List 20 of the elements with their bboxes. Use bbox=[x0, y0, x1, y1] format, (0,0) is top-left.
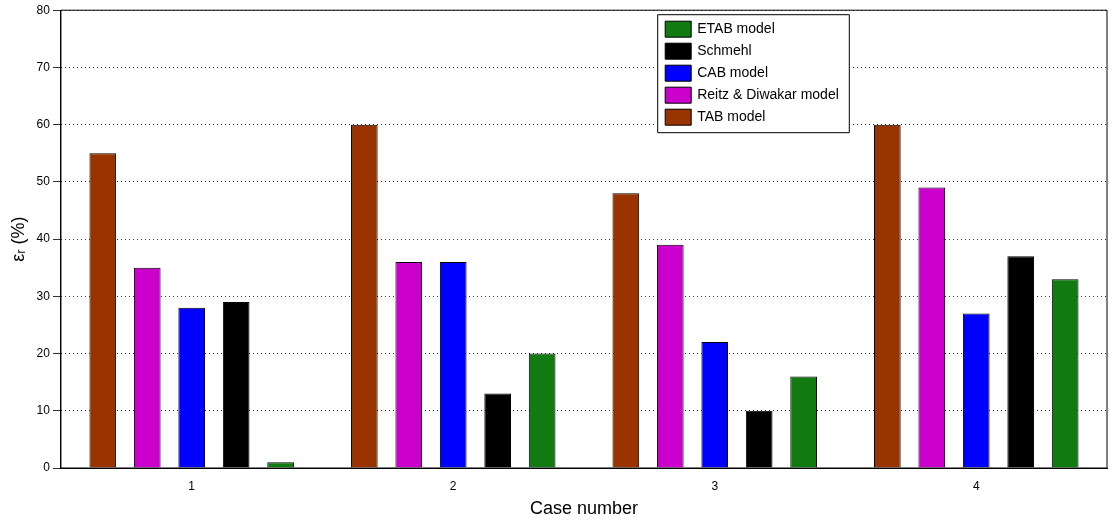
y-axis-title: εᵣ (%) bbox=[7, 216, 28, 262]
y-tick-label: 0 bbox=[43, 460, 51, 475]
x-axis-title: Case number bbox=[529, 498, 639, 519]
y-tick-label: 60 bbox=[36, 116, 51, 131]
y-tick-label: 50 bbox=[36, 174, 51, 189]
legend-label: Schmehl bbox=[697, 42, 752, 59]
y-tick-label: 30 bbox=[36, 288, 51, 303]
y-tick-label: 70 bbox=[36, 59, 51, 74]
x-tick-label: 3 bbox=[711, 478, 719, 493]
legend-label: CAB model bbox=[697, 64, 769, 81]
y-tick-label: 10 bbox=[36, 403, 51, 418]
legend-label: TAB model bbox=[697, 108, 766, 125]
y-tick-label: 40 bbox=[36, 231, 51, 246]
legend-label: ETAB model bbox=[697, 20, 775, 37]
legend-label: Reitz & Diwakar model bbox=[697, 86, 839, 103]
x-tick-label: 2 bbox=[449, 478, 457, 493]
x-tick-label: 1 bbox=[188, 478, 196, 493]
y-tick-label: 20 bbox=[36, 345, 51, 360]
x-tick-label: 4 bbox=[972, 478, 980, 493]
y-tick-label: 80 bbox=[36, 2, 51, 17]
